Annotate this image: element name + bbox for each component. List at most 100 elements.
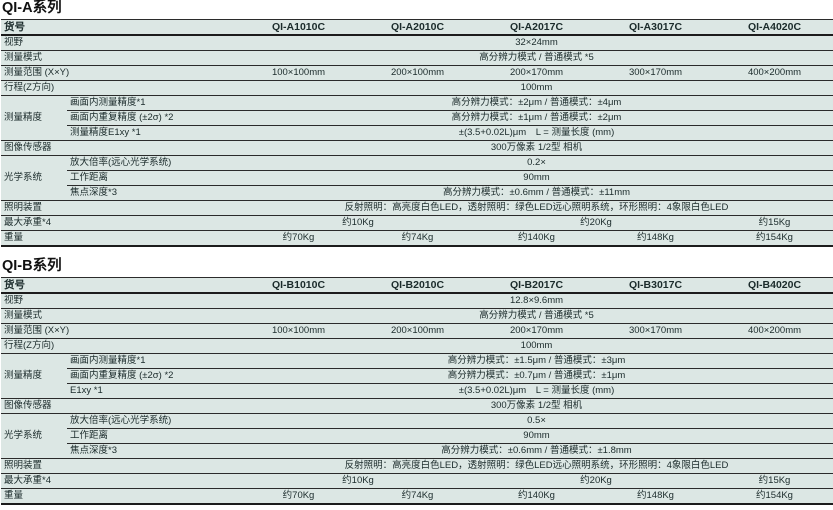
row-value: 400×200mm: [715, 323, 833, 339]
table-row: 测量模式 高分辨力模式 / 普通模式 *5: [1, 50, 833, 66]
section-gap: [0, 247, 833, 258]
header-label-cell: 货号: [1, 277, 239, 294]
row-sub-label: 画面内测量精度*1: [67, 353, 239, 369]
section-title: QI-B系列: [2, 258, 62, 274]
row-sub-label: 焦点深度*3: [67, 185, 239, 201]
row-value: 32×24mm: [239, 35, 833, 51]
section-title: QI-A系列: [2, 0, 62, 16]
table-row: 焦点深度*3 高分辨力模式：±0.6mm / 普通模式：±11mm: [1, 185, 833, 201]
row-value: 高分辨力模式 / 普通模式 *5: [239, 308, 833, 324]
row-value: 高分辨力模式：±0.6mm / 普通模式：±11mm: [239, 185, 833, 201]
row-label: 测量模式: [1, 308, 239, 324]
row-value: 约148Kg: [596, 488, 715, 505]
row-label: 视野: [1, 35, 239, 51]
row-label: 图像传感器: [1, 398, 239, 414]
row-value: ±(3.5+0.02L)μm L = 测量长度 (mm): [239, 383, 833, 399]
row-sub-label: 画面内测量精度*1: [67, 95, 239, 111]
row-label: 图像传感器: [1, 140, 239, 156]
table-row: 测量精度 画面内测量精度*1 高分辨力模式：±1.5μm / 普通模式：±3μm: [1, 353, 833, 399]
row-value: 高分辨力模式：±0.7μm / 普通模式：±1μm: [239, 368, 833, 384]
table-row: 光学系统 放大倍率(远心光学系统) 0.5×: [1, 413, 833, 459]
row-value: 高分辨力模式：±2μm / 普通模式：±4μm: [239, 95, 833, 111]
row-label: 行程(Z方向): [1, 80, 239, 96]
row-value: 90mm: [239, 428, 833, 444]
row-group-label: 光学系统: [1, 155, 67, 201]
table-row: 行程(Z方向) 100mm: [1, 80, 833, 96]
row-value: 200×100mm: [358, 65, 477, 81]
row-value: 约148Kg: [596, 230, 715, 247]
table-row: 最大承重*4 约10Kg 约20Kg 约15Kg: [1, 473, 833, 489]
row-value: 约70Kg: [239, 488, 358, 505]
model-header-1: QI-B1010C: [239, 277, 358, 294]
row-value: 约154Kg: [715, 488, 833, 505]
model-header-4: QI-B3017C: [596, 277, 715, 294]
row-value: 高分辨力模式：±0.6mm / 普通模式：±1.8mm: [239, 443, 833, 459]
row-label: 测量范围 (X×Y): [1, 65, 239, 81]
row-value: 约154Kg: [715, 230, 833, 247]
spec-section-1: QI-A系列货号 QI-A1010C QI-A2010C QI-A2017C QI-A3…: [0, 0, 833, 247]
row-value: 200×170mm: [477, 65, 596, 81]
row-sub-label: 工作距离: [67, 428, 239, 444]
row-label: 视野: [1, 293, 239, 309]
table-row: 视野 12.8×9.6mm: [1, 293, 833, 309]
model-header-4: QI-A3017C: [596, 19, 715, 36]
table-row: 视野 32×24mm: [1, 35, 833, 51]
row-value: 约140Kg: [477, 488, 596, 505]
row-value: 反射照明：高亮度白色LED，透射照明：绿色LED远心照明系统，环形照明：4象限白…: [239, 200, 833, 216]
row-label: 测量范围 (X×Y): [1, 323, 239, 339]
table-row: E1xy *1 ±(3.5+0.02L)μm L = 测量长度 (mm): [1, 383, 833, 399]
model-header-2: QI-B2010C: [358, 277, 477, 294]
row-label: 行程(Z方向): [1, 338, 239, 354]
row-value: 200×100mm: [358, 323, 477, 339]
row-value: 12.8×9.6mm: [239, 293, 833, 309]
spec-section-2: QI-B系列货号 QI-B1010C QI-B2010C QI-B2017C QI-B3…: [0, 258, 833, 505]
table-row: 重量 约70Kg 约74Kg 约140Kg 约148Kg 约154Kg: [1, 230, 833, 247]
row-value: 90mm: [239, 170, 833, 186]
model-header-3: QI-A2017C: [477, 19, 596, 36]
spec-table: 货号 QI-B1010C QI-B2010C QI-B2017C QI-B3017C QI…: [1, 277, 833, 505]
row-value: 约15Kg: [715, 473, 833, 489]
row-label: 照明装置: [1, 200, 239, 216]
spec-table: 货号 QI-A1010C QI-A2010C QI-A2017C QI-A3017C QI…: [1, 19, 833, 247]
row-value: 300万像素 1/2型 相机: [239, 140, 833, 156]
row-label: 重量: [1, 488, 239, 505]
table-row: 最大承重*4 约10Kg 约20Kg 约15Kg: [1, 215, 833, 231]
row-sub-label: E1xy *1: [67, 383, 239, 399]
row-value: 0.5×: [239, 413, 833, 429]
row-sub-label: 工作距离: [67, 170, 239, 186]
model-header-3: QI-B2017C: [477, 277, 596, 294]
row-label: 测量模式: [1, 50, 239, 66]
row-sub-label: 放大倍率(远心光学系统): [67, 413, 239, 429]
row-label: 最大承重*4: [1, 215, 239, 231]
table-row: 焦点深度*3 高分辨力模式：±0.6mm / 普通模式：±1.8mm: [1, 443, 833, 459]
row-value: 高分辨力模式：±1.5μm / 普通模式：±3μm: [239, 353, 833, 369]
row-label: 最大承重*4: [1, 473, 239, 489]
row-sub-label: 画面内重复精度 (±2σ) *2: [67, 110, 239, 126]
row-value: 400×200mm: [715, 65, 833, 81]
table-header-row: 货号 QI-B1010C QI-B2010C QI-B2017C QI-B3017C QI…: [1, 277, 833, 294]
header-label-cell: 货号: [1, 19, 239, 36]
row-value: 100×100mm: [239, 323, 358, 339]
table-row: 工作距离 90mm: [1, 170, 833, 186]
row-value: 约70Kg: [239, 230, 358, 247]
row-label: 重量: [1, 230, 239, 247]
table-row: 行程(Z方向) 100mm: [1, 338, 833, 354]
row-value: 约20Kg: [477, 473, 715, 489]
row-value: 高分辨力模式 / 普通模式 *5: [239, 50, 833, 66]
row-value: 约10Kg: [239, 215, 477, 231]
table-header-row: 货号 QI-A1010C QI-A2010C QI-A2017C QI-A3017C QI…: [1, 19, 833, 36]
row-value: 高分辨力模式：±1μm / 普通模式：±2μm: [239, 110, 833, 126]
row-value: 约140Kg: [477, 230, 596, 247]
row-value: 200×170mm: [477, 323, 596, 339]
row-value: 约20Kg: [477, 215, 715, 231]
row-group-label: 测量精度: [1, 95, 67, 141]
row-group-label: 光学系统: [1, 413, 67, 459]
row-value: 300×170mm: [596, 323, 715, 339]
table-row: 照明装置 反射照明：高亮度白色LED，透射照明：绿色LED远心照明系统，环形照明：…: [1, 200, 833, 216]
row-group-label: 测量精度: [1, 353, 67, 399]
table-row: 画面内重复精度 (±2σ) *2 高分辨力模式：±1μm / 普通模式：±2μm: [1, 110, 833, 126]
row-sub-label: 放大倍率(远心光学系统): [67, 155, 239, 171]
row-value: 100×100mm: [239, 65, 358, 81]
